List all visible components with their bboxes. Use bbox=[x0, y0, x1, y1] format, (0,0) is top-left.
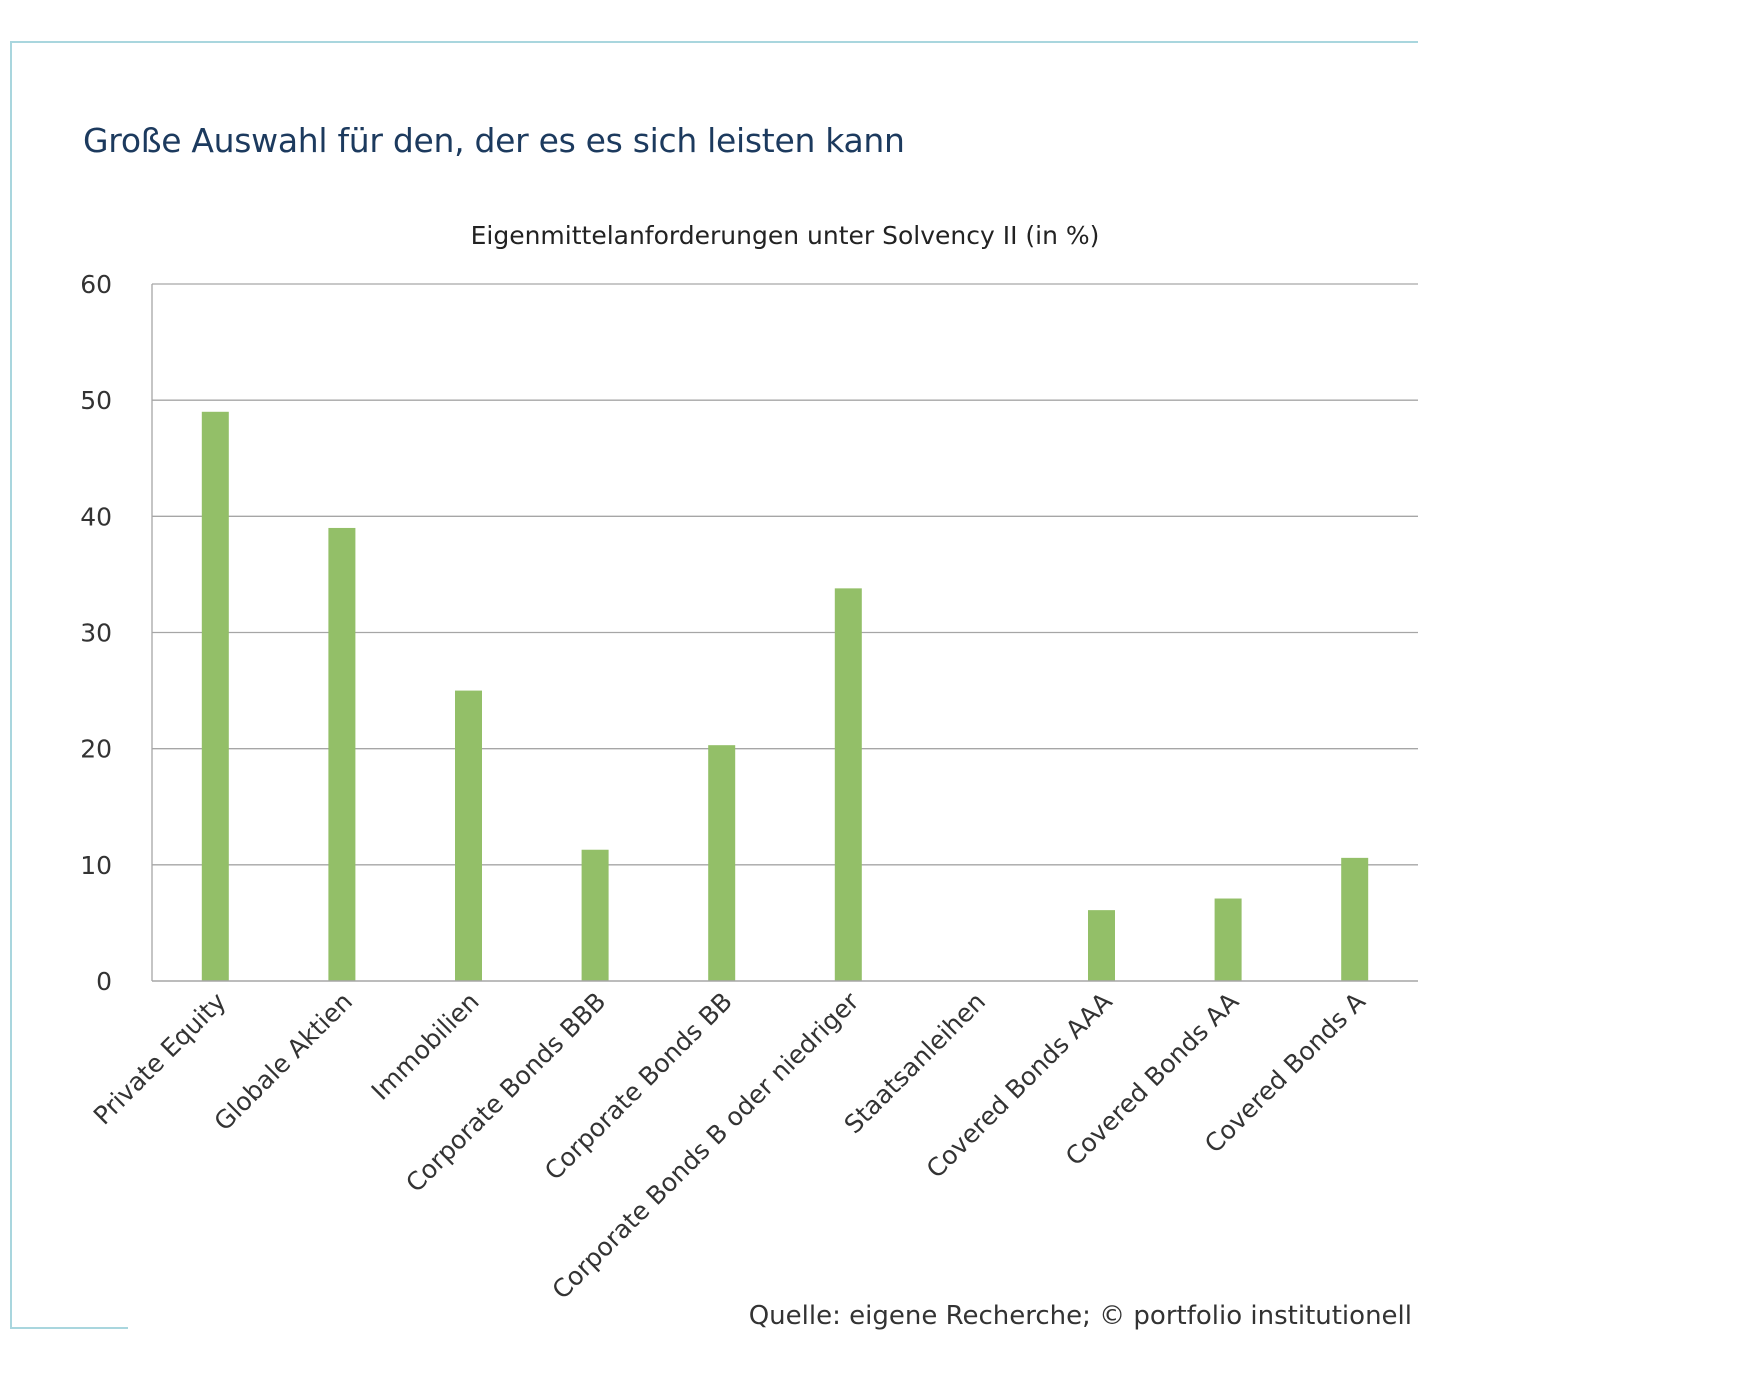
y-tick-label-10: 10 bbox=[80, 851, 112, 880]
bar-4 bbox=[581, 849, 609, 981]
bar-6 bbox=[834, 588, 862, 981]
bar-1 bbox=[201, 411, 229, 981]
bar-5 bbox=[708, 745, 736, 981]
bar-10 bbox=[1341, 857, 1369, 981]
y-tick-label-20: 20 bbox=[80, 735, 112, 764]
frame-bottom-border bbox=[10, 1327, 128, 1329]
y-tick-label-30: 30 bbox=[80, 619, 112, 648]
y-tick-label-60: 60 bbox=[80, 270, 112, 299]
source-note: Quelle: eigene Recherche; © portfolio in… bbox=[748, 1301, 1412, 1331]
bar-9 bbox=[1214, 898, 1242, 981]
bar-3 bbox=[455, 690, 482, 981]
y-tick-label-50: 50 bbox=[80, 386, 112, 415]
y-tick-label-0: 0 bbox=[96, 967, 112, 996]
headline: Große Auswahl für den, der es es sich le… bbox=[83, 121, 905, 160]
chart-title: Eigenmittelanforderungen unter Solvency … bbox=[471, 221, 1100, 250]
frame-top-border bbox=[10, 41, 1418, 43]
frame-left-border bbox=[10, 41, 12, 1327]
x-tick-label-1: Private Equity bbox=[88, 987, 232, 1131]
bar-8 bbox=[1088, 910, 1115, 981]
bar-2 bbox=[328, 527, 356, 981]
y-tick-label-40: 40 bbox=[80, 502, 112, 531]
x-tick-label-2: Globale Aktien bbox=[208, 987, 358, 1137]
x-tick-label-3: Immobilien bbox=[366, 987, 485, 1106]
